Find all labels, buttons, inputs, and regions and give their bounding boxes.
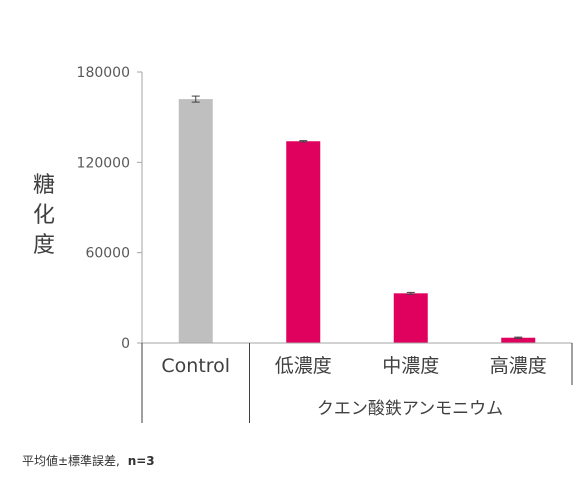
y-axis-label: 糖化度 <box>33 173 55 258</box>
error-bar <box>191 95 200 103</box>
bar <box>178 99 213 343</box>
y-axis-ticks: 0 60000 120000 180000 <box>77 65 142 352</box>
y-tick-label: 0 <box>121 336 130 352</box>
group-label: クエン酸鉄アンモニウム <box>317 399 503 419</box>
bars <box>178 99 536 343</box>
error-bar <box>406 291 415 295</box>
error-bar <box>299 140 308 143</box>
y-axis-label-char: 化 <box>33 203 55 228</box>
category-labels: Control 低濃度 中濃度 高濃度 <box>161 355 546 377</box>
category-label: Control <box>161 355 230 377</box>
bar <box>501 337 536 343</box>
category-label: 高濃度 <box>490 355 547 377</box>
bar <box>286 141 321 343</box>
footnote-n: n=3 <box>127 454 155 468</box>
category-dividers <box>141 343 573 423</box>
category-label: 低濃度 <box>275 355 332 377</box>
y-tick-label: 180000 <box>77 65 130 81</box>
error-bar <box>514 336 523 339</box>
y-axis-label-char: 糖 <box>33 173 55 198</box>
bar <box>393 293 428 343</box>
y-tick-label: 60000 <box>85 246 130 262</box>
error-bars <box>191 95 523 339</box>
category-label: 中濃度 <box>382 355 439 377</box>
y-tick-label: 120000 <box>77 155 130 171</box>
y-axis-label-char: 度 <box>33 233 55 258</box>
footnote: 平均値±標準誤差, n=3 <box>22 452 155 469</box>
footnote-text: 平均値±標準誤差, <box>22 454 120 468</box>
